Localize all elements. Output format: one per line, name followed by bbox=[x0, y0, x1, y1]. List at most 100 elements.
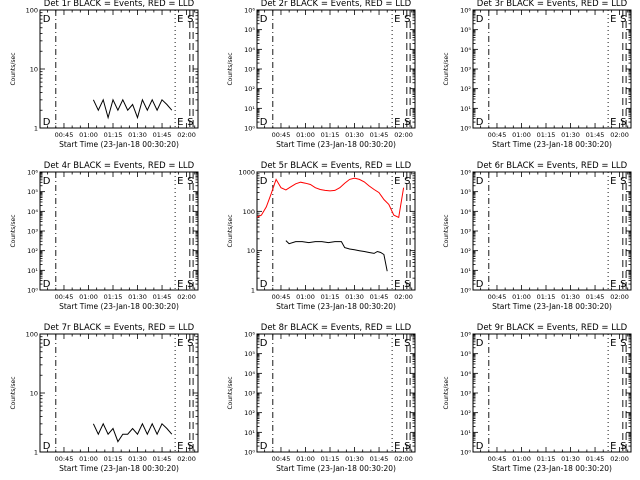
y-tick-label: 10³ bbox=[244, 66, 255, 74]
y-tick-label: 10⁶ bbox=[244, 7, 255, 15]
x-tick-label: 01:00 bbox=[79, 293, 98, 301]
plot-frame bbox=[256, 333, 416, 453]
y-tick-label: 100 bbox=[243, 208, 255, 216]
x-tick-label: 01:15 bbox=[104, 293, 123, 301]
plot-frame bbox=[39, 333, 199, 453]
y-tick-label: 10⁰ bbox=[460, 287, 471, 295]
x-tick-label: 01:00 bbox=[79, 131, 98, 139]
x-tick-label: 01:45 bbox=[586, 131, 605, 139]
x-tick-label: 01:15 bbox=[321, 293, 340, 301]
marker-label-top: S bbox=[620, 176, 626, 187]
events-series-line bbox=[92, 98, 173, 120]
plot-frame bbox=[472, 9, 632, 129]
marker-label-bottom: E bbox=[177, 279, 183, 290]
y-tick-label: 10⁵ bbox=[27, 188, 38, 196]
x-tick-label: 01:45 bbox=[370, 455, 389, 463]
y-tick-label: 10² bbox=[460, 247, 471, 255]
det-4r-panel: Det 4r BLACK = Events, RED = LLD Counts/s… bbox=[10, 161, 199, 311]
x-tick-label: 01:30 bbox=[128, 293, 147, 301]
y-tick-label: 10 bbox=[30, 66, 38, 74]
x-tick-label: 02:00 bbox=[610, 293, 629, 301]
marker-label-bottom: E bbox=[394, 441, 400, 452]
y-tick-label: 10¹ bbox=[244, 429, 255, 437]
x-tick-label: 01:30 bbox=[345, 293, 364, 301]
x-tick-label: 00:45 bbox=[488, 293, 507, 301]
x-axis-label: Start Time (23-Jan-18 00:30:20) bbox=[276, 302, 396, 311]
y-tick-label: 10⁶ bbox=[460, 169, 471, 177]
plot-frame bbox=[39, 171, 199, 291]
marker-label-bottom: D bbox=[260, 117, 268, 128]
x-tick-label: 01:15 bbox=[537, 293, 556, 301]
y-axis-label: Counts/sec bbox=[227, 52, 234, 85]
marker-label-bottom: S bbox=[404, 117, 410, 128]
panel-title: Det 9r BLACK = Events, RED = LLD bbox=[477, 323, 628, 333]
y-tick-label: 10¹ bbox=[244, 105, 255, 113]
x-tick-label: 00:45 bbox=[272, 293, 291, 301]
marker-label-bottom: D bbox=[476, 279, 484, 290]
y-tick-label: 10 bbox=[30, 390, 38, 398]
x-tick-label: 01:00 bbox=[296, 293, 315, 301]
y-tick-label: 10² bbox=[244, 409, 255, 417]
y-tick-label: 10² bbox=[460, 409, 471, 417]
y-tick-label: 10¹ bbox=[460, 267, 471, 275]
y-tick-label: 100 bbox=[26, 331, 38, 339]
x-tick-label: 00:45 bbox=[272, 131, 291, 139]
y-tick-label: 10¹ bbox=[460, 105, 471, 113]
x-axis-label: Start Time (23-Jan-18 00:30:20) bbox=[492, 302, 612, 311]
plot-frame bbox=[472, 333, 632, 453]
marker-label-top: S bbox=[404, 176, 410, 187]
y-tick-label: 10⁶ bbox=[244, 331, 255, 339]
y-tick-label: 10⁶ bbox=[460, 7, 471, 15]
marker-label-top: D bbox=[476, 176, 484, 187]
y-tick-label: 1 bbox=[34, 449, 38, 457]
marker-label-bottom: D bbox=[43, 117, 51, 128]
x-tick-label: 01:45 bbox=[370, 293, 389, 301]
x-tick-label: 01:00 bbox=[512, 131, 531, 139]
y-tick-label: 1 bbox=[251, 287, 255, 295]
y-tick-label: 10⁵ bbox=[244, 26, 255, 34]
y-axis-label: Counts/sec bbox=[443, 376, 450, 409]
x-tick-label: 01:30 bbox=[345, 455, 364, 463]
panel-title: Det 5r BLACK = Events, RED = LLD bbox=[261, 161, 412, 171]
marker-label-top: E bbox=[394, 338, 400, 349]
x-axis-label: Start Time (23-Jan-18 00:30:20) bbox=[276, 464, 396, 473]
marker-label-top: E bbox=[177, 14, 183, 25]
marker-label-top: S bbox=[404, 14, 410, 25]
panel-title: Det 1r BLACK = Events, RED = LLD bbox=[44, 0, 195, 9]
y-tick-label: 10⁴ bbox=[27, 208, 38, 216]
marker-label-bottom: E bbox=[177, 441, 183, 452]
lld-series-line bbox=[257, 177, 405, 219]
x-tick-label: 01:45 bbox=[153, 293, 172, 301]
y-tick-label: 10⁵ bbox=[244, 350, 255, 358]
events-series-line bbox=[92, 422, 173, 443]
x-tick-label: 01:30 bbox=[561, 455, 580, 463]
x-tick-label: 01:00 bbox=[296, 455, 315, 463]
x-tick-label: 01:15 bbox=[321, 455, 340, 463]
x-tick-label: 01:00 bbox=[512, 293, 531, 301]
marker-label-top: D bbox=[476, 338, 484, 349]
x-tick-label: 00:45 bbox=[55, 131, 74, 139]
x-tick-label: 01:15 bbox=[104, 131, 123, 139]
det-9r-panel: Det 9r BLACK = Events, RED = LLD Counts/s… bbox=[443, 323, 632, 473]
y-tick-label: 10 bbox=[247, 247, 255, 255]
y-tick-label: 10⁵ bbox=[460, 188, 471, 196]
x-tick-label: 01:00 bbox=[79, 455, 98, 463]
marker-label-top: D bbox=[260, 176, 268, 187]
marker-label-bottom: D bbox=[43, 279, 51, 290]
y-tick-label: 10⁴ bbox=[244, 46, 255, 54]
det-1r-panel: Det 1r BLACK = Events, RED = LLD Counts/s… bbox=[10, 0, 199, 149]
y-tick-label: 100 bbox=[26, 7, 38, 15]
marker-label-top: S bbox=[620, 338, 626, 349]
x-tick-label: 00:45 bbox=[55, 455, 74, 463]
y-tick-label: 10³ bbox=[460, 228, 471, 236]
x-tick-label: 01:45 bbox=[586, 293, 605, 301]
x-tick-label: 01:15 bbox=[104, 455, 123, 463]
x-tick-label: 02:00 bbox=[610, 455, 629, 463]
y-tick-label: 10⁰ bbox=[244, 449, 255, 457]
det-3r-panel: Det 3r BLACK = Events, RED = LLD Counts/s… bbox=[443, 0, 632, 149]
marker-label-bottom: D bbox=[260, 279, 268, 290]
panel-title: Det 2r BLACK = Events, RED = LLD bbox=[261, 0, 412, 9]
marker-label-bottom: E bbox=[610, 441, 616, 452]
marker-label-bottom: D bbox=[43, 441, 51, 452]
